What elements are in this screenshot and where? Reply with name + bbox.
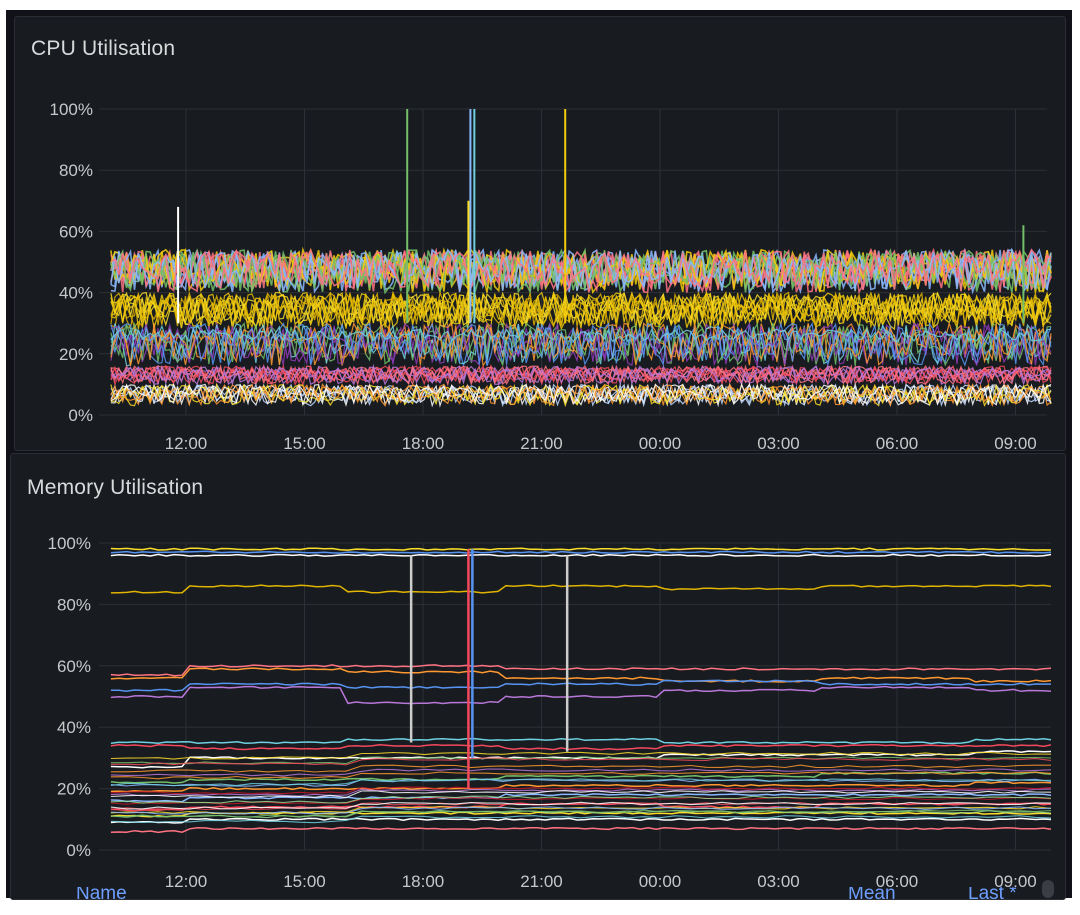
cpu-series-line	[110, 364, 1052, 387]
x-tick-label: 15:00	[283, 434, 326, 450]
cpu-series-line	[110, 364, 1052, 385]
memory-series-line	[110, 550, 1052, 554]
memory-panel-title: Memory Utilisation	[27, 476, 204, 499]
x-tick-label: 21:00	[520, 872, 563, 891]
memory-series-line	[110, 757, 1052, 766]
legend-name-header[interactable]: Name	[76, 887, 127, 899]
x-tick-label: 06:00	[876, 872, 919, 891]
y-tick-label: 100%	[48, 534, 91, 553]
x-tick-label: 09:00	[994, 434, 1037, 450]
cpu-series-line	[110, 382, 1052, 408]
cpu-series-line	[110, 290, 1052, 330]
cpu-series-line	[110, 327, 1052, 343]
cpu-series-line	[110, 321, 1052, 367]
x-tick-label: 15:00	[283, 872, 326, 891]
memory-series-line	[110, 801, 1052, 810]
x-tick-label: 06:00	[876, 434, 919, 450]
memory-series-line	[110, 826, 1052, 834]
y-tick-label: 40%	[59, 284, 93, 303]
y-tick-label: 0%	[68, 406, 93, 425]
cpu-series-line	[110, 290, 1052, 331]
memory-series-line	[110, 810, 1052, 819]
memory-series-line	[110, 756, 1052, 765]
cpu-utilisation-panel: CPU Utilisation 0% 20% 40% 60% 80% 100% 12:00 1…	[14, 16, 1066, 451]
dashboard-frame: CPU Utilisation 0% 20% 40% 60% 80% 100% 12:00 1…	[6, 10, 1072, 900]
y-tick-label: 20%	[57, 780, 91, 799]
x-tick-label: 21:00	[520, 434, 563, 450]
legend-scrollbar[interactable]	[1042, 880, 1054, 898]
memory-series-line	[110, 809, 1052, 818]
cpu-series-line	[110, 382, 1052, 408]
memory-utilisation-panel: Memory Utilisation 0% 20% 40% 60% 80% 100% 12:…	[10, 453, 1066, 900]
memory-series-line	[110, 795, 1052, 804]
memory-series-line	[110, 793, 1052, 803]
y-tick-label: 40%	[57, 718, 91, 737]
cpu-series-line	[110, 290, 1052, 331]
memory-series-line	[110, 806, 1052, 815]
memory-series-line	[110, 815, 1052, 824]
memory-series-line	[110, 788, 1052, 797]
memory-series-line	[110, 778, 1052, 787]
y-tick-label: 100%	[50, 100, 93, 119]
x-tick-label: 09:00	[994, 872, 1037, 891]
memory-series-line	[110, 547, 1052, 551]
x-tick-label: 03:00	[757, 872, 800, 891]
legend-last-header[interactable]: Last *	[968, 887, 1017, 899]
cpu-series-line	[110, 291, 1052, 329]
memory-series-line	[110, 768, 1052, 777]
memory-series-line	[110, 685, 1052, 705]
cpu-series-group	[110, 109, 1052, 408]
cpu-panel-title: CPU Utilisation	[31, 37, 176, 60]
memory-series-line	[110, 806, 1052, 815]
memory-series-line	[110, 743, 1052, 751]
x-tick-label: 00:00	[639, 434, 682, 450]
memory-series-line	[110, 667, 1052, 683]
y-tick-label: 80%	[59, 161, 93, 180]
memory-series-group	[110, 547, 1052, 834]
x-tick-label: 03:00	[757, 434, 800, 450]
memory-series-line	[110, 553, 1052, 557]
cpu-series-line	[110, 321, 1052, 367]
memory-series-line	[110, 771, 1052, 780]
memory-series-line	[110, 778, 1052, 787]
memory-series-line	[110, 764, 1051, 773]
y-tick-label: 60%	[57, 657, 91, 676]
y-tick-label: 0%	[66, 841, 91, 860]
memory-series-line	[110, 584, 1052, 594]
x-tick-label: 12:00	[165, 434, 208, 450]
memory-series-line	[110, 790, 1052, 799]
memory-series-line	[110, 780, 1052, 793]
memory-utilisation-chart: 0% 20% 40% 60% 80% 100% 12:00 15:00 18:00 21:00 00…	[48, 534, 1052, 891]
cpu-series-line	[110, 382, 1052, 408]
memory-series-line	[110, 664, 1052, 677]
x-tick-label: 00:00	[639, 872, 682, 891]
y-tick-label: 60%	[59, 222, 93, 241]
y-tick-label: 20%	[59, 345, 93, 364]
cpu-series-line	[110, 290, 1052, 331]
memory-series-line	[110, 786, 1052, 795]
y-tick-label: 80%	[57, 595, 91, 614]
cpu-series-line	[110, 248, 1052, 294]
cpu-utilisation-chart: 0% 20% 40% 60% 80% 100% 12:00 15:00 18:00 21:00 00…	[50, 100, 1052, 450]
memory-series-line	[110, 737, 1052, 745]
x-tick-label: 18:00	[402, 872, 445, 891]
memory-series-line	[110, 679, 1051, 692]
memory-series-line	[110, 796, 1052, 805]
x-tick-label: 12:00	[165, 872, 208, 891]
legend-mean-header[interactable]: Mean	[848, 887, 896, 899]
memory-series-line	[110, 817, 1052, 824]
x-tick-label: 18:00	[402, 434, 445, 450]
memory-series-line	[110, 751, 1052, 760]
